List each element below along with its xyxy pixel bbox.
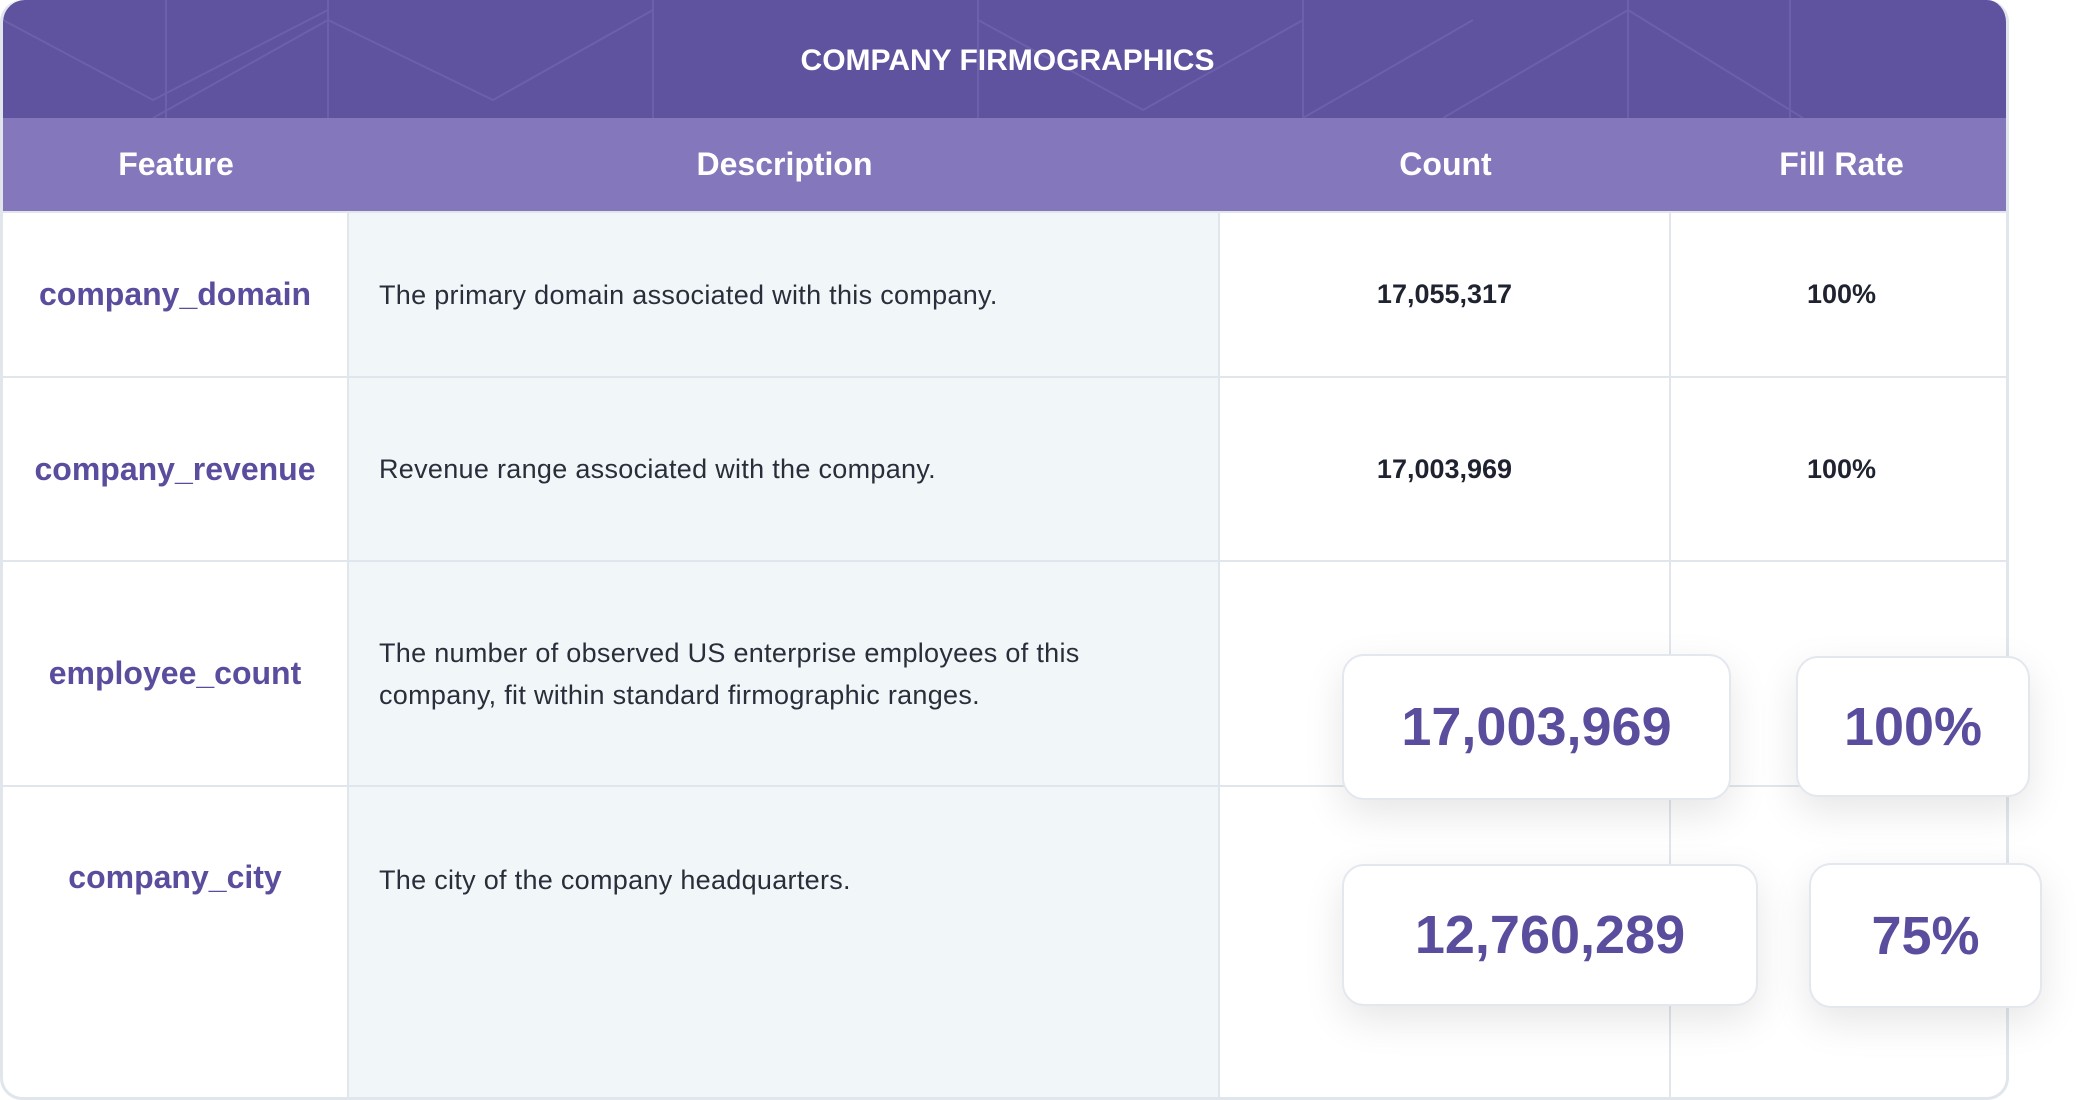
table-row: company_revenue Revenue range associated… <box>3 376 2006 560</box>
count-cell: 17,003,969 <box>1220 378 1671 560</box>
decorative-pattern <box>3 0 1804 118</box>
column-header-row: Feature Description Count Fill Rate <box>3 118 2006 211</box>
employee-count-count-callout: 17,003,969 <box>1342 654 1731 800</box>
fill-rate-cell: 100% <box>1806 453 1877 484</box>
feature-cell: company_city <box>3 787 349 1097</box>
column-header-fill-rate: Fill Rate <box>1779 146 1904 182</box>
description-cell: The number of observed US enterprise emp… <box>349 562 1220 785</box>
table-row: company_domain The primary domain associ… <box>3 211 2006 376</box>
table-title-band: COMPANY FIRMOGRAPHICS <box>3 0 2006 118</box>
feature-cell: company_domain <box>3 213 349 376</box>
feature-cell: employee_count <box>3 562 349 785</box>
table-row: company_city The city of the company hea… <box>3 785 2006 1097</box>
feature-cell: company_revenue <box>3 378 349 560</box>
fill-rate-cell: 100% <box>1806 279 1877 309</box>
description-cell: The primary domain associated with this … <box>349 213 1220 376</box>
description-cell: The city of the company headquarters. <box>349 787 1220 1097</box>
count-cell: 17,055,317 <box>1220 213 1671 376</box>
employee-count-fill-callout: 100% <box>1796 656 2030 797</box>
column-header-feature: Feature <box>118 146 234 182</box>
description-cell: Revenue range associated with the compan… <box>349 378 1220 560</box>
table-row: employee_count The number of observed US… <box>3 560 2006 785</box>
column-header-count: Count <box>1399 146 1492 182</box>
column-header-description: Description <box>696 146 873 182</box>
company-city-fill-callout: 75% <box>1809 863 2042 1008</box>
firmographics-table: COMPANY FIRMOGRAPHICS Feature Descriptio… <box>0 0 2009 1100</box>
company-city-count-callout: 12,760,289 <box>1342 864 1758 1006</box>
table-title: COMPANY FIRMOGRAPHICS <box>800 44 1215 77</box>
